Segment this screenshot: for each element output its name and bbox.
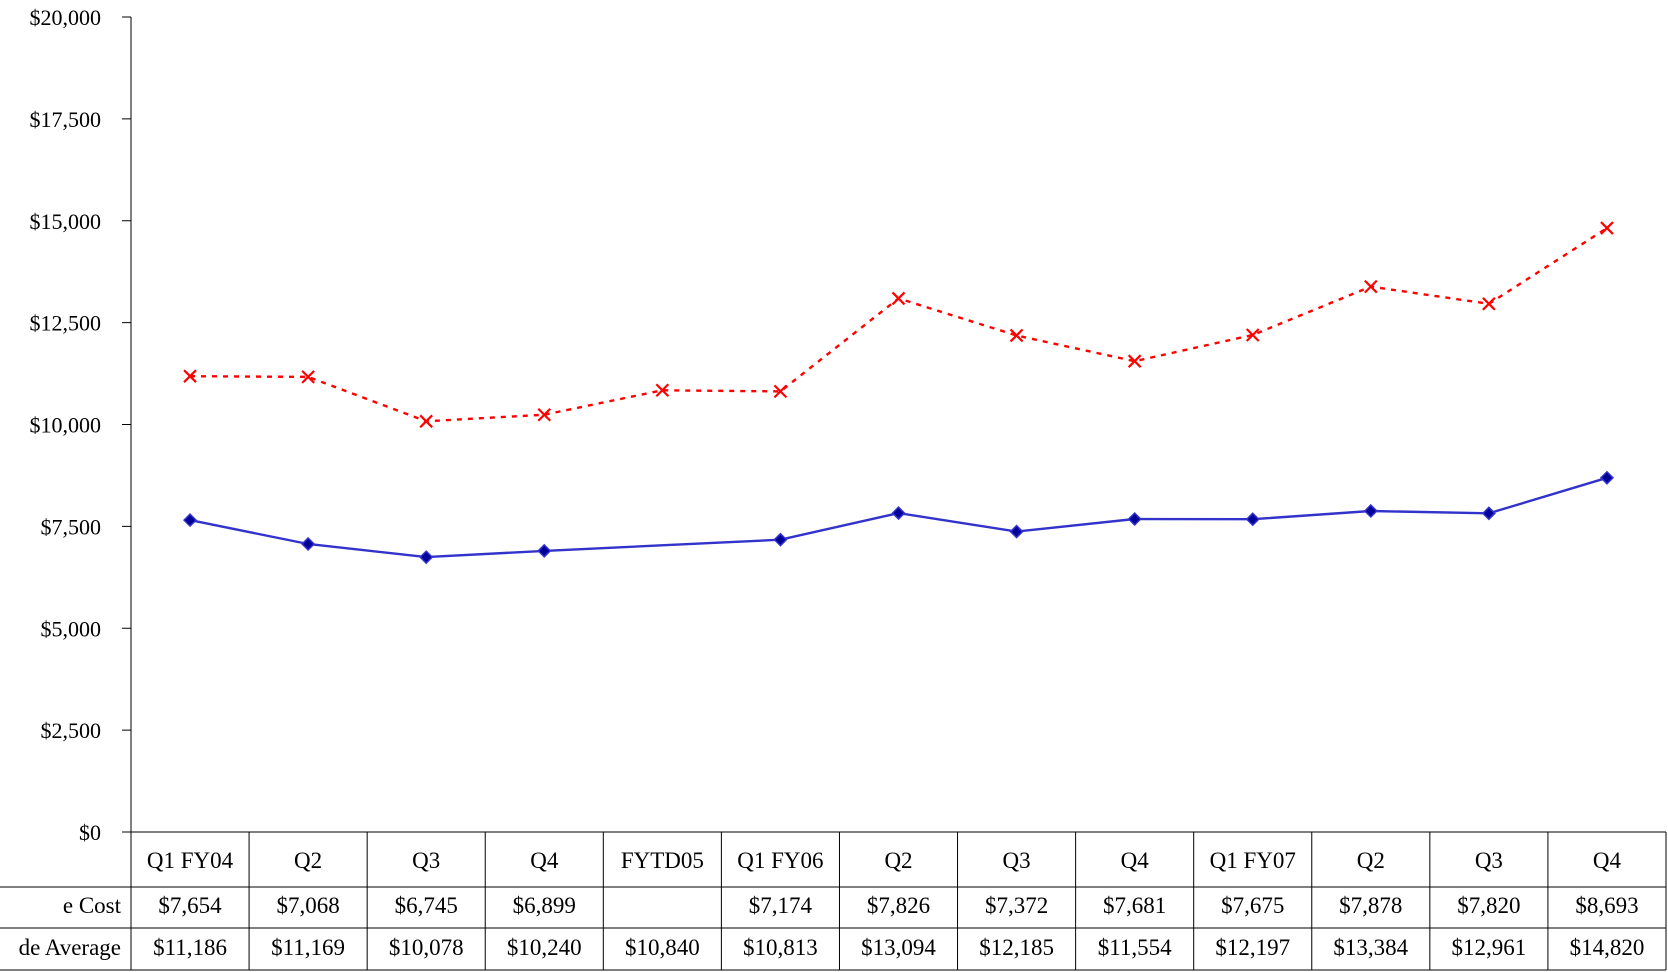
- data-point-marker: [655, 383, 670, 398]
- data-point-marker: [1245, 512, 1260, 527]
- table-value-label: $11,186: [153, 935, 227, 960]
- data-point-marker: [1127, 511, 1142, 527]
- table-value-label: $7,826: [867, 893, 930, 918]
- data-point-marker: [773, 532, 788, 547]
- data-point-marker: [891, 506, 906, 521]
- table-value-label: $7,654: [158, 893, 222, 918]
- marker-stroke: [1245, 328, 1260, 342]
- table-value-label: $7,068: [276, 893, 339, 918]
- marker-stroke: [1127, 354, 1142, 368]
- data-point-marker: [419, 550, 434, 565]
- data-point-marker: [1245, 328, 1260, 342]
- marker-stroke: [773, 384, 788, 399]
- data-point-marker: [1481, 506, 1496, 521]
- x-category-label: Q3: [412, 848, 440, 873]
- data-point-marker: [182, 513, 198, 528]
- data-point-marker: [891, 291, 906, 306]
- marker-stroke: [537, 407, 552, 422]
- data-point-marker: [1364, 279, 1378, 294]
- marker-stroke: [1600, 221, 1614, 235]
- table-value-label: $7,675: [1221, 893, 1284, 918]
- series-name-label: e Cost: [63, 893, 122, 918]
- table-value-label: $14,820: [1570, 935, 1645, 960]
- y-tick-label: $20,000: [30, 5, 102, 30]
- table-value-label: $10,840: [625, 935, 700, 960]
- x-category-label: Q2: [1357, 848, 1385, 873]
- x-category-label: Q1 FY06: [737, 848, 823, 873]
- table-value-label: $8,693: [1575, 893, 1638, 918]
- marker-stroke: [1482, 297, 1496, 311]
- x-category-label: Q2: [884, 848, 912, 873]
- data-point-marker: [1599, 470, 1615, 485]
- x-category-label: Q3: [1475, 848, 1503, 873]
- data-point-marker: [537, 407, 552, 422]
- x-category-label: Q4: [1121, 848, 1150, 873]
- data-point-marker: [537, 543, 552, 558]
- data-point-marker: [419, 414, 433, 429]
- x-category-label: Q1 FY04: [147, 848, 234, 873]
- data-point-marker: [1363, 503, 1378, 519]
- series-name-label: de Average: [19, 935, 121, 960]
- data-point-marker: [1009, 524, 1024, 539]
- y-tick-label: $0: [79, 820, 101, 845]
- table-value-label: $7,681: [1103, 893, 1166, 918]
- table-value-label: $11,169: [271, 935, 345, 960]
- series-line: [189, 476, 1608, 559]
- marker-stroke: [183, 369, 197, 383]
- x-category-label: Q2: [294, 848, 322, 873]
- table-value-label: $7,174: [749, 893, 813, 918]
- table-value-label: $6,745: [395, 893, 458, 918]
- x-category-label: Q4: [530, 848, 559, 873]
- table-value-label: $6,899: [513, 893, 576, 918]
- x-category-label: Q1 FY07: [1210, 848, 1296, 873]
- data-point-marker: [183, 369, 197, 383]
- y-tick-label: $12,500: [30, 311, 102, 336]
- marker-stroke: [1009, 328, 1024, 343]
- y-tick-label: $17,500: [30, 107, 102, 132]
- table-value-label: $7,878: [1339, 893, 1402, 918]
- y-tick-label: $15,000: [30, 209, 102, 234]
- table-value-label: $7,372: [985, 893, 1048, 918]
- table-value-label: $7,820: [1457, 893, 1520, 918]
- marker-stroke: [419, 414, 433, 429]
- x-category-label: Q3: [1003, 848, 1031, 873]
- table-value-label: $11,554: [1098, 935, 1172, 960]
- series-line: [189, 227, 1608, 423]
- table-value-label: $12,961: [1452, 935, 1527, 960]
- table-value-label: $10,813: [743, 935, 818, 960]
- data-point-marker: [301, 370, 315, 384]
- table-value-label: $12,197: [1215, 935, 1290, 960]
- table-value-label: $10,078: [389, 935, 464, 960]
- data-point-marker: [1127, 354, 1142, 368]
- x-category-label: Q4: [1593, 848, 1622, 873]
- marker-stroke: [891, 291, 906, 306]
- data-point-marker: [773, 384, 788, 399]
- y-tick-label: $10,000: [30, 413, 102, 438]
- data-point-marker: [1482, 297, 1496, 311]
- table-value-label: $10,240: [507, 935, 582, 960]
- y-tick-label: $7,500: [41, 514, 102, 539]
- data-point-marker: [1009, 328, 1024, 343]
- marker-stroke: [1364, 279, 1378, 294]
- table-value-label: $12,185: [979, 935, 1054, 960]
- marker-stroke: [301, 370, 315, 384]
- table-value-label: $13,094: [861, 935, 936, 960]
- y-tick-label: $5,000: [41, 616, 102, 641]
- table-value-label: $13,384: [1333, 935, 1408, 960]
- x-category-label: FYTD05: [621, 848, 704, 873]
- y-tick-label: $2,500: [41, 718, 102, 743]
- data-point-marker: [1600, 221, 1614, 235]
- marker-stroke: [655, 383, 670, 398]
- data-point-marker: [301, 536, 316, 552]
